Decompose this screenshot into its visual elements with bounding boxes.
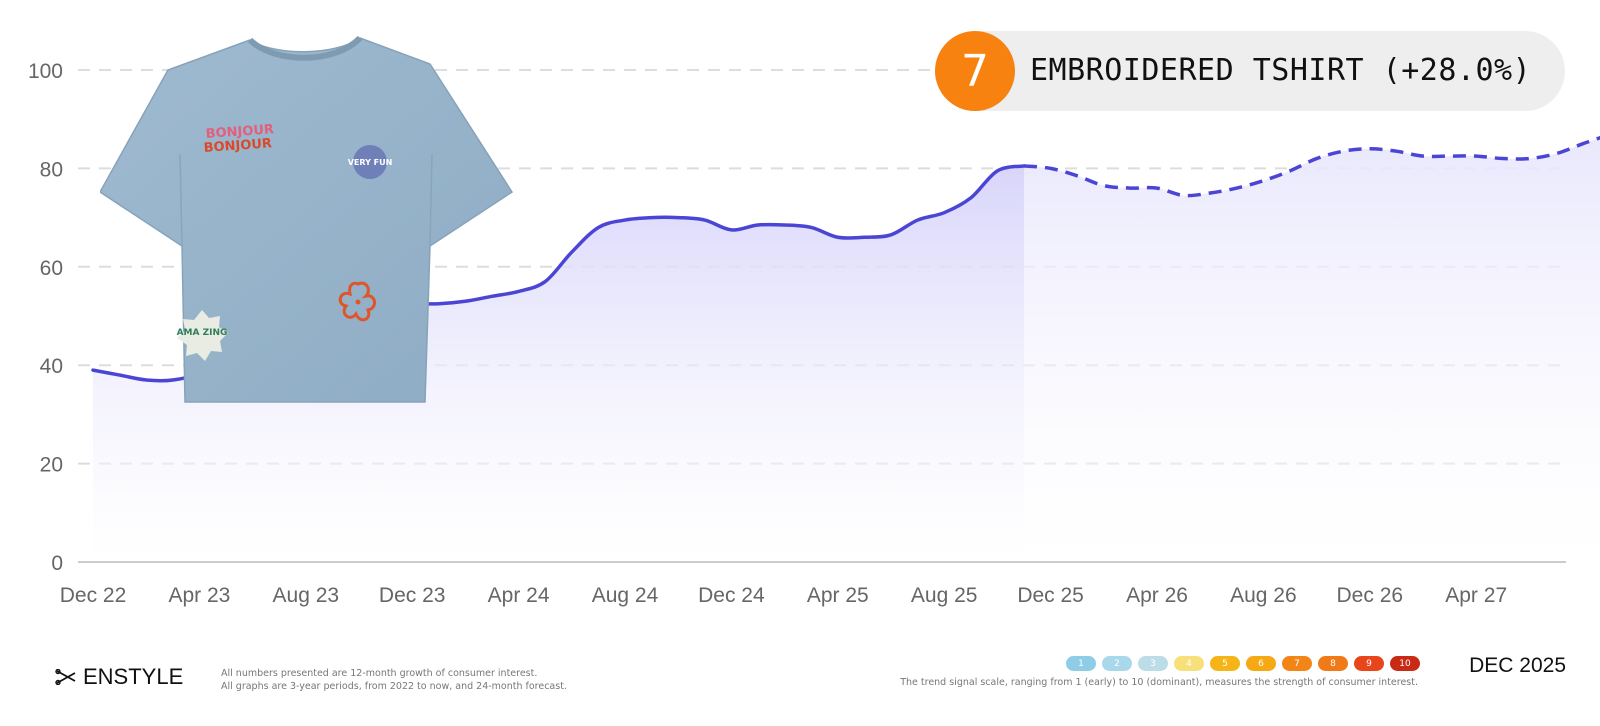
amazing-patch: AMA ZING [177, 310, 228, 361]
brand-name: ENSTYLE [83, 664, 184, 689]
x-tick-label-7: Apr 25 [807, 584, 869, 607]
scale-pill-9: 9 [1354, 656, 1384, 671]
patch-text-bonjour-2: BONJOUR [203, 136, 272, 156]
x-tick-label-6: Dec 24 [698, 584, 765, 607]
x-tick-label-13: Apr 27 [1445, 584, 1507, 607]
flower-patch [338, 281, 376, 322]
tshirt-collar [247, 35, 363, 61]
x-tick-label-9: Dec 25 [1017, 584, 1084, 607]
y-tick-label-0: 0 [51, 552, 63, 575]
x-tick-label-10: Apr 26 [1126, 584, 1188, 607]
trend-title: EMBROIDERED TSHIRT (+28.0%) [1030, 53, 1532, 88]
bonjour-patch: BONJOUR BONJOUR [203, 122, 274, 156]
patch-text-very-fun: VERY FUN [348, 158, 393, 167]
scale-pill-2: 2 [1102, 656, 1132, 671]
trend-signal-scale: 1 2 3 4 5 6 7 8 9 10 [1066, 656, 1420, 671]
y-tick-label-20: 20 [40, 454, 63, 477]
x-tick-label-8: Aug 25 [911, 584, 978, 607]
tshirt-image: BONJOUR BONJOUR VERY FUN AMA ZING [100, 35, 514, 403]
very-fun-patch: VERY FUN [348, 145, 393, 179]
scale-pill-5: 5 [1210, 656, 1240, 671]
scale-pill-7: 7 [1282, 656, 1312, 671]
patch-text-amazing: AMA ZING [177, 328, 228, 338]
footer-notes: All numbers presented are 12-month growt… [221, 667, 567, 693]
trend-rank-badge: 7 EMBROIDERED TSHIRT (+28.0%) [935, 31, 1565, 111]
scale-pill-3: 3 [1138, 656, 1168, 671]
y-tick-label-100: 100 [28, 60, 63, 83]
scale-pill-10: 10 [1390, 656, 1420, 671]
x-tick-label-1: Apr 23 [168, 584, 230, 607]
patch-text-bonjour-1: BONJOUR [205, 122, 274, 142]
tshirt-body [100, 37, 514, 403]
rank-circle: 7 [935, 31, 1015, 111]
x-tick-label-11: Aug 26 [1230, 584, 1297, 607]
actual-area-fill [93, 165, 1024, 562]
x-tick-label-0: Dec 22 [60, 584, 127, 607]
footer-note-line-2: All graphs are 3-year periods, from 2022… [221, 681, 567, 692]
footer-note-line-1: All numbers presented are 12-month growt… [221, 668, 538, 679]
scale-caption: The trend signal scale, ranging from 1 (… [900, 677, 1418, 688]
scale-pill-1: 1 [1066, 656, 1096, 671]
forecast-series-line [1023, 135, 1600, 198]
brand-logo: ENSTYLE [55, 664, 183, 690]
y-tick-label-80: 80 [40, 158, 63, 181]
scale-pill-8: 8 [1318, 656, 1348, 671]
x-tick-label-12: Dec 26 [1337, 584, 1404, 607]
report-date: DEC 2025 [1469, 654, 1566, 677]
scale-pill-6: 6 [1246, 656, 1276, 671]
scale-pill-4: 4 [1174, 656, 1204, 671]
scissors-icon [55, 669, 76, 685]
forecast-area-fill [1024, 137, 1600, 562]
y-tick-label-60: 60 [40, 257, 63, 280]
y-tick-label-40: 40 [40, 355, 63, 378]
x-axis-tick-labels: Dec 22 Apr 23 Aug 23 Dec 23 Apr 24 Aug 24 Dec … [60, 584, 1507, 607]
y-axis-tick-labels: 0 20 40 60 80 100 [28, 60, 63, 575]
x-tick-label-5: Aug 24 [592, 584, 659, 607]
x-tick-label-4: Apr 24 [488, 584, 550, 607]
x-tick-label-2: Aug 23 [273, 584, 340, 607]
x-tick-label-3: Dec 23 [379, 584, 446, 607]
